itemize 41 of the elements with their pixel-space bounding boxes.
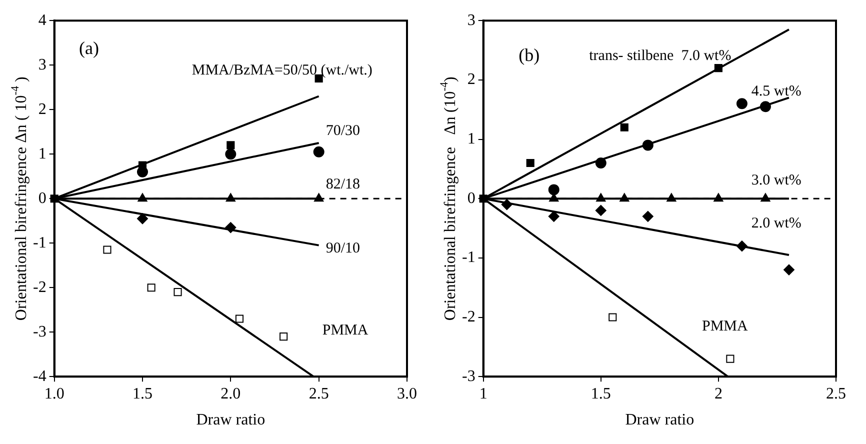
annotation: PMMA — [702, 318, 748, 335]
y-tick-label: 3 — [38, 56, 46, 74]
x-tick-label: 1.0 — [44, 385, 64, 402]
x-tick-label: 1.5 — [590, 385, 611, 402]
y-axis-title: Orientational birefringence Δn ( 10-4 ) — [10, 76, 30, 321]
x-tick-label: 1.5 — [132, 385, 152, 402]
x-tick-label: 2.5 — [308, 385, 329, 402]
y-tick-label: -3 — [33, 323, 46, 340]
x-tick-label: 2.5 — [826, 385, 846, 402]
annotation: 70/30 — [326, 122, 360, 139]
x-tick-label: 3.0 — [397, 385, 417, 402]
x-tick-label: 1 — [479, 385, 488, 402]
y-tick-label: 1 — [467, 130, 476, 148]
x-tick-label: 2 — [714, 385, 722, 402]
y-tick-label: 3 — [467, 12, 476, 29]
y-axis-title: Orientational birefringence Δn (10-4) — [438, 76, 460, 321]
annotation: 90/10 — [326, 240, 360, 256]
y-tick-label: -2 — [33, 278, 46, 296]
annotation: 4.5 wt% — [751, 84, 802, 100]
y-tick-label: 1 — [38, 145, 46, 162]
y-tick-label: -4 — [33, 368, 46, 385]
y-tick-label: 4 — [38, 12, 46, 29]
y-tick-label: 2 — [38, 100, 46, 118]
annotation: 82/18 — [326, 176, 360, 192]
y-tick-label: 2 — [467, 71, 476, 88]
x-axis-title: Draw ratio — [625, 412, 694, 429]
annotation: 2.0 wt% — [751, 215, 802, 232]
annotation: MMA/BzMA=50/50 (wt./wt.) — [192, 62, 372, 78]
annotation: PMMA — [322, 322, 368, 338]
y-tick-label: 0 — [38, 190, 46, 207]
y-tick-label: -1 — [462, 249, 476, 266]
x-axis-title: Draw ratio — [196, 412, 266, 429]
y-tick-label: -1 — [33, 234, 46, 252]
annotation: (a) — [79, 38, 99, 58]
y-tick-label: -2 — [462, 308, 476, 326]
annotation: (b) — [518, 44, 540, 65]
annotation: 3.0 wt% — [751, 172, 802, 189]
y-tick-label: 0 — [467, 190, 476, 207]
x-tick-label: 2.0 — [220, 385, 241, 402]
annotation: trans- stilbene 7.0 wt% — [589, 48, 732, 64]
y-tick-label: -3 — [462, 368, 476, 385]
